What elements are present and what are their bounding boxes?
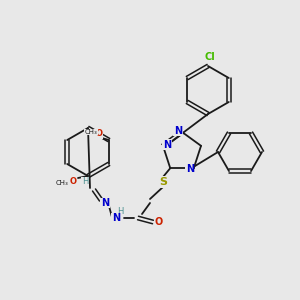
Text: CH₃: CH₃ <box>84 129 97 135</box>
Text: S: S <box>159 177 167 187</box>
Text: CH₃: CH₃ <box>56 180 68 186</box>
Text: Cl: Cl <box>205 52 215 62</box>
Text: O: O <box>95 130 102 139</box>
Text: H: H <box>82 178 88 187</box>
Text: H: H <box>117 206 123 215</box>
Text: O: O <box>155 217 163 227</box>
Text: N: N <box>186 164 194 174</box>
Text: N: N <box>163 140 171 150</box>
Text: O: O <box>70 176 76 185</box>
Text: N: N <box>112 213 120 223</box>
Text: N: N <box>174 126 182 136</box>
Text: N: N <box>101 198 109 208</box>
